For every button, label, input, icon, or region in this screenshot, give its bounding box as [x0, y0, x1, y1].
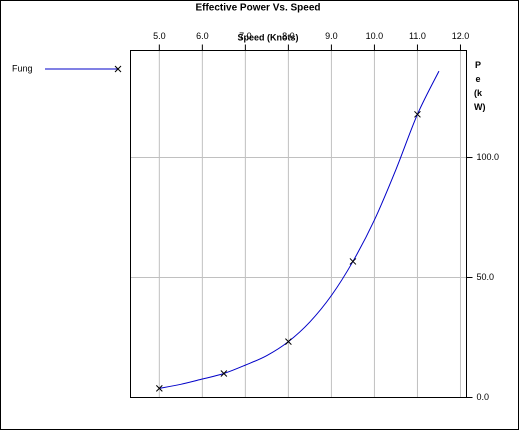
marker [220, 370, 228, 377]
x-tick-label: 10.0 [366, 31, 384, 41]
y-tick-label: 100.0 [477, 152, 500, 162]
series-line [159, 70, 440, 389]
marker [414, 110, 421, 118]
plot-border [130, 50, 467, 398]
x-tick-label: 7.0 [239, 31, 252, 41]
y-axis-label: Pe (kW) [474, 60, 486, 112]
legend-label: Fung [12, 63, 33, 73]
x-tick-label: 11.0 [409, 31, 426, 41]
x-axis-label: Speed (Knots) [237, 32, 298, 42]
y-tick-label: 0.0 [477, 392, 490, 402]
marker [155, 385, 163, 392]
x-tick-label: 6.0 [196, 31, 209, 41]
marker [349, 258, 357, 265]
x-tick-label: 9.0 [325, 31, 338, 41]
x-tick-label: 8.0 [282, 31, 295, 41]
marker [285, 338, 292, 345]
chart-title: Effective Power Vs. Speed [195, 3, 320, 14]
x-tick-label: 5.0 [153, 31, 166, 41]
x-tick-label: 12.0 [452, 31, 470, 41]
y-tick-label: 50.0 [477, 272, 495, 282]
legend-marker [114, 65, 122, 73]
